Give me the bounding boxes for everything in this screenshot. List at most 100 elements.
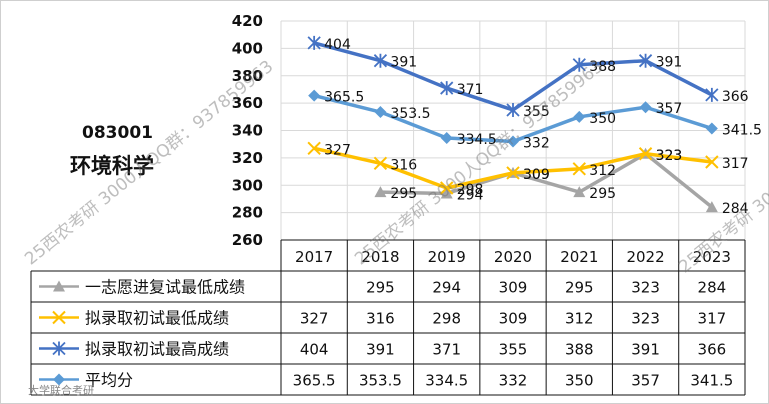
asterisk-marker [440,81,454,96]
data-label: 404 [324,37,351,53]
x-category-label: 2019 [428,248,466,266]
subject-title: 环境科学 [70,154,154,178]
table-value: 332 [499,372,528,390]
table-value: 357 [631,372,660,390]
table-value: 294 [432,279,461,297]
asterisk-marker [705,87,719,102]
asterisk-marker [506,102,520,117]
data-label: 357 [656,101,683,117]
y-tick-label: 400 [232,39,263,57]
x-category-label: 2022 [626,248,664,266]
x-category-label: 2018 [361,248,399,266]
x-category-label: 2023 [693,248,731,266]
diamond-marker [374,106,387,119]
asterisk-marker [638,53,653,68]
table-value: 350 [565,372,594,390]
asterisk-marker [307,35,321,50]
diamond-marker [53,373,65,386]
table-value: 309 [499,310,528,328]
table-value: 366 [698,341,727,359]
x-marker [638,147,653,161]
table-value: 323 [631,279,660,297]
x-category-label: 2017 [295,248,333,266]
series-line [313,93,713,144]
y-tick-label: 420 [232,12,263,30]
diamond-marker [639,101,652,114]
triangle-marker [573,186,586,198]
x-marker [373,156,388,171]
table-value: 365.5 [293,372,336,390]
major-code: 083001 [82,123,153,143]
data-label: 391 [656,55,683,71]
table-value: 371 [432,341,461,359]
data-label: 323 [656,148,683,164]
x-marker [52,310,66,325]
diamond-marker [507,135,519,148]
series-line [380,152,713,209]
data-label: 284 [722,201,749,217]
table-value: 309 [499,279,528,297]
asterisk-marker [572,57,586,72]
table-value: 341.5 [690,372,733,390]
x-category-label: 2021 [560,248,598,266]
table-value: 284 [698,279,727,297]
y-tick-label: 280 [232,204,263,222]
table-value: 404 [300,341,329,359]
y-tick-label: 380 [232,67,263,85]
x-marker [705,155,719,169]
diamond-marker [308,89,321,102]
data-label: 295 [390,186,417,202]
diamond-marker [573,110,586,123]
table-value: 298 [432,310,461,328]
data-label: 366 [722,89,749,105]
data-label: 353.5 [390,106,430,122]
data-label: 332 [523,135,550,151]
x-marker [572,162,586,176]
data-label: 355 [523,104,550,120]
data-label: 327 [324,142,351,158]
table-value: 388 [565,341,594,359]
data-label: 298 [457,182,484,198]
y-tick-label: 340 [232,122,263,140]
table-value: 327 [300,310,329,328]
triangle-marker [53,280,65,292]
table-value: 391 [631,341,660,359]
table-value: 312 [565,310,594,328]
data-label: 316 [390,157,417,173]
data-label: 317 [722,156,749,172]
table-value: 295 [366,279,395,297]
table-value: 391 [366,341,395,359]
data-label: 312 [589,163,616,179]
asterisk-marker [52,341,66,356]
x-category-label: 2020 [494,248,532,266]
x-marker [440,181,454,195]
table-value: 323 [631,310,660,328]
data-label: 294 [457,187,484,203]
legend-label: 一志愿进复试最低成绩 [85,278,245,297]
triangle-marker [374,186,387,198]
diamond-marker [440,132,453,145]
x-marker [307,141,321,156]
data-label: 309 [523,167,550,183]
triangle-marker [440,187,453,199]
table-value: 353.5 [359,372,402,390]
table-value: 334.5 [425,372,468,390]
y-tick-label: 260 [232,231,263,249]
data-label: 295 [589,186,616,202]
data-label: 388 [589,59,616,75]
data-label: 341.5 [722,122,762,138]
legend-label: 拟录取初试最高成绩 [85,340,229,359]
y-tick-label: 320 [232,149,263,167]
series-line [313,41,713,112]
data-label: 334.5 [457,132,497,148]
x-marker [506,166,520,180]
asterisk-marker [373,53,388,68]
data-label: 350 [589,111,616,127]
table-value: 295 [565,279,594,297]
table-value: 316 [366,310,395,328]
table-value: 355 [499,341,528,359]
watermark-source: 大学联合考研 [28,384,94,397]
legend-label: 拟录取初试最低成绩 [85,309,229,328]
data-label: 365.5 [324,90,364,106]
